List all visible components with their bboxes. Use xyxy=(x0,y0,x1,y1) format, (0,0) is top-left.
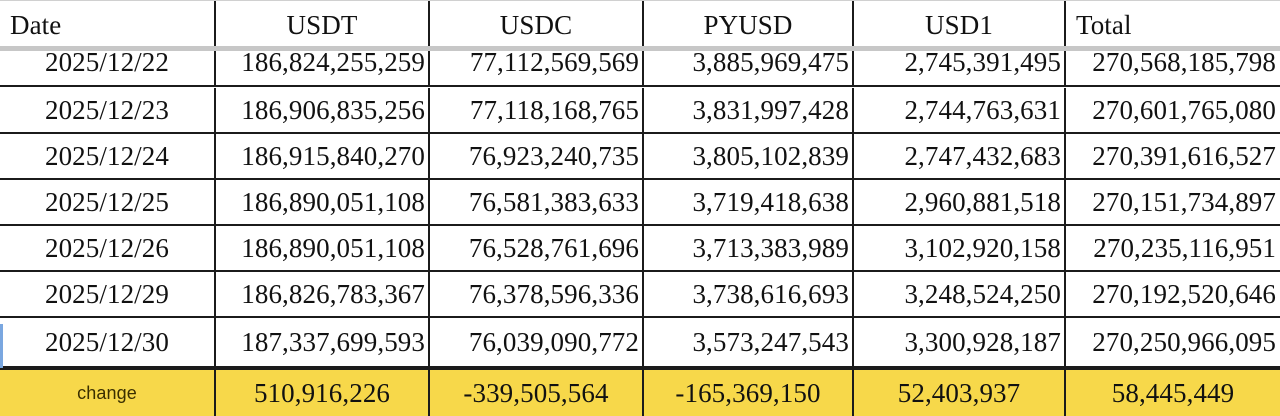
total-value: 270,568,185,798 xyxy=(1092,47,1276,77)
date-cell[interactable]: 2025/12/23 xyxy=(0,88,216,132)
date-cell[interactable]: 2025/12/26 xyxy=(0,226,216,270)
pyusd-cell[interactable]: 3,805,102,839 xyxy=(644,134,854,178)
usdt-cell[interactable]: 186,890,051,108 xyxy=(216,180,430,224)
change-row: change 510,916,226 -339,505,564 -165,369… xyxy=(0,368,1280,416)
total-cell[interactable]: 270,391,616,527 xyxy=(1092,140,1276,171)
date-cell[interactable]: 2025/12/30 xyxy=(0,318,216,366)
usdc-change-cell[interactable]: -339,505,564 xyxy=(430,370,644,416)
total-change-cell[interactable]: 58,445,449 xyxy=(1066,370,1280,416)
table-row: 2025/12/24 186,915,840,270 76,923,240,73… xyxy=(0,134,1280,180)
change-label-cell[interactable]: change xyxy=(0,370,216,416)
pyusd-cell[interactable]: 3,738,616,693 xyxy=(644,272,854,316)
usdc-cell[interactable]: 77,118,168,765 xyxy=(430,88,644,132)
table-row: 2025/12/30 187,337,699,593 76,039,090,77… xyxy=(0,318,1280,368)
pyusd-cell[interactable]: 3,831,997,428 xyxy=(644,88,854,132)
total-cell[interactable]: 270,235,116,951 xyxy=(1093,232,1276,263)
usdc-cell[interactable]: 77,112,569,569 xyxy=(430,40,644,85)
header-usdc[interactable]: USDC xyxy=(430,0,644,48)
sheet-top-border xyxy=(0,0,1280,1)
usdc-cell[interactable]: 76,923,240,735 xyxy=(430,134,644,178)
table-row: 2025/12/29 186,826,783,367 76,378,596,33… xyxy=(0,272,1280,318)
usdt-cell[interactable]: 186,826,783,367 xyxy=(216,272,430,316)
usdc-cell[interactable]: 76,039,090,772 xyxy=(430,318,644,366)
usd1-cell[interactable]: 2,960,881,518 xyxy=(854,180,1066,224)
usdc-cell[interactable]: 76,581,383,633 xyxy=(430,180,644,224)
usdt-change-cell[interactable]: 510,916,226 xyxy=(216,370,430,416)
header-usdt[interactable]: USDT xyxy=(216,0,430,48)
pyusd-value: 3,885,969,475 xyxy=(692,47,849,77)
date-value: 2025/12/22 xyxy=(44,47,169,77)
usdt-cell[interactable]: 186,824,255,259 xyxy=(216,40,430,85)
header-total[interactable]: Total xyxy=(1076,9,1132,40)
total-cell[interactable]: 270,151,734,897 xyxy=(1092,186,1276,217)
pyusd-cell[interactable]: 3,713,383,989 xyxy=(644,226,854,270)
usd1-value: 2,745,391,495 xyxy=(904,47,1061,77)
total-cell[interactable]: 270,568,185,798 xyxy=(1066,40,1280,85)
table-row: 2025/12/23 186,906,835,256 77,118,168,76… xyxy=(0,88,1280,134)
header-date[interactable]: Date xyxy=(0,0,216,48)
date-cell[interactable]: 2025/12/29 xyxy=(0,272,216,316)
usdc-value: 77,112,569,569 xyxy=(469,47,639,77)
date-cell[interactable]: 2025/12/22 xyxy=(0,40,216,85)
pyusd-cell[interactable]: 3,719,418,638 xyxy=(644,180,854,224)
total-cell[interactable]: 270,192,520,646 xyxy=(1092,278,1276,309)
header-row: Date USDT USDC PYUSD USD1 Total xyxy=(0,0,1280,48)
usdt-cell[interactable]: 186,915,840,270 xyxy=(216,134,430,178)
usdc-cell[interactable]: 76,378,596,336 xyxy=(430,272,644,316)
pyusd-cell[interactable]: 3,885,969,475 xyxy=(644,40,854,85)
header-usd1[interactable]: USD1 xyxy=(854,0,1066,48)
usd1-cell[interactable]: 3,102,920,158 xyxy=(854,226,1066,270)
usdt-value: 186,824,255,259 xyxy=(241,47,425,77)
usd1-cell[interactable]: 3,300,928,187 xyxy=(854,318,1066,366)
usdt-cell[interactable]: 186,906,835,256 xyxy=(216,88,430,132)
usd1-cell[interactable]: 2,747,432,683 xyxy=(854,134,1066,178)
table-row: 2025/12/25 186,890,051,108 76,581,383,63… xyxy=(0,180,1280,226)
pyusd-cell[interactable]: 3,573,247,543 xyxy=(644,318,854,366)
pyusd-change-cell[interactable]: -165,369,150 xyxy=(644,370,854,416)
table-row: 2025/12/26 186,890,051,108 76,528,761,69… xyxy=(0,226,1280,272)
selected-row-marker xyxy=(0,324,3,368)
usd1-cell[interactable]: 2,745,391,495 xyxy=(854,40,1066,85)
total-cell[interactable]: 270,250,966,095 xyxy=(1092,326,1276,357)
date-cell[interactable]: 2025/12/25 xyxy=(0,180,216,224)
usdt-cell[interactable]: 187,337,699,593 xyxy=(216,318,430,366)
usd1-cell[interactable]: 3,248,524,250 xyxy=(854,272,1066,316)
freeze-pane-divider xyxy=(0,46,1280,51)
usdt-cell[interactable]: 186,890,051,108 xyxy=(216,226,430,270)
date-cell[interactable]: 2025/12/24 xyxy=(0,134,216,178)
total-cell[interactable]: 270,601,765,080 xyxy=(1092,94,1276,125)
usd1-change-cell[interactable]: 52,403,937 xyxy=(854,370,1066,416)
usdc-cell[interactable]: 76,528,761,696 xyxy=(430,226,644,270)
usd1-cell[interactable]: 2,744,763,631 xyxy=(854,88,1066,132)
header-pyusd[interactable]: PYUSD xyxy=(644,0,854,48)
